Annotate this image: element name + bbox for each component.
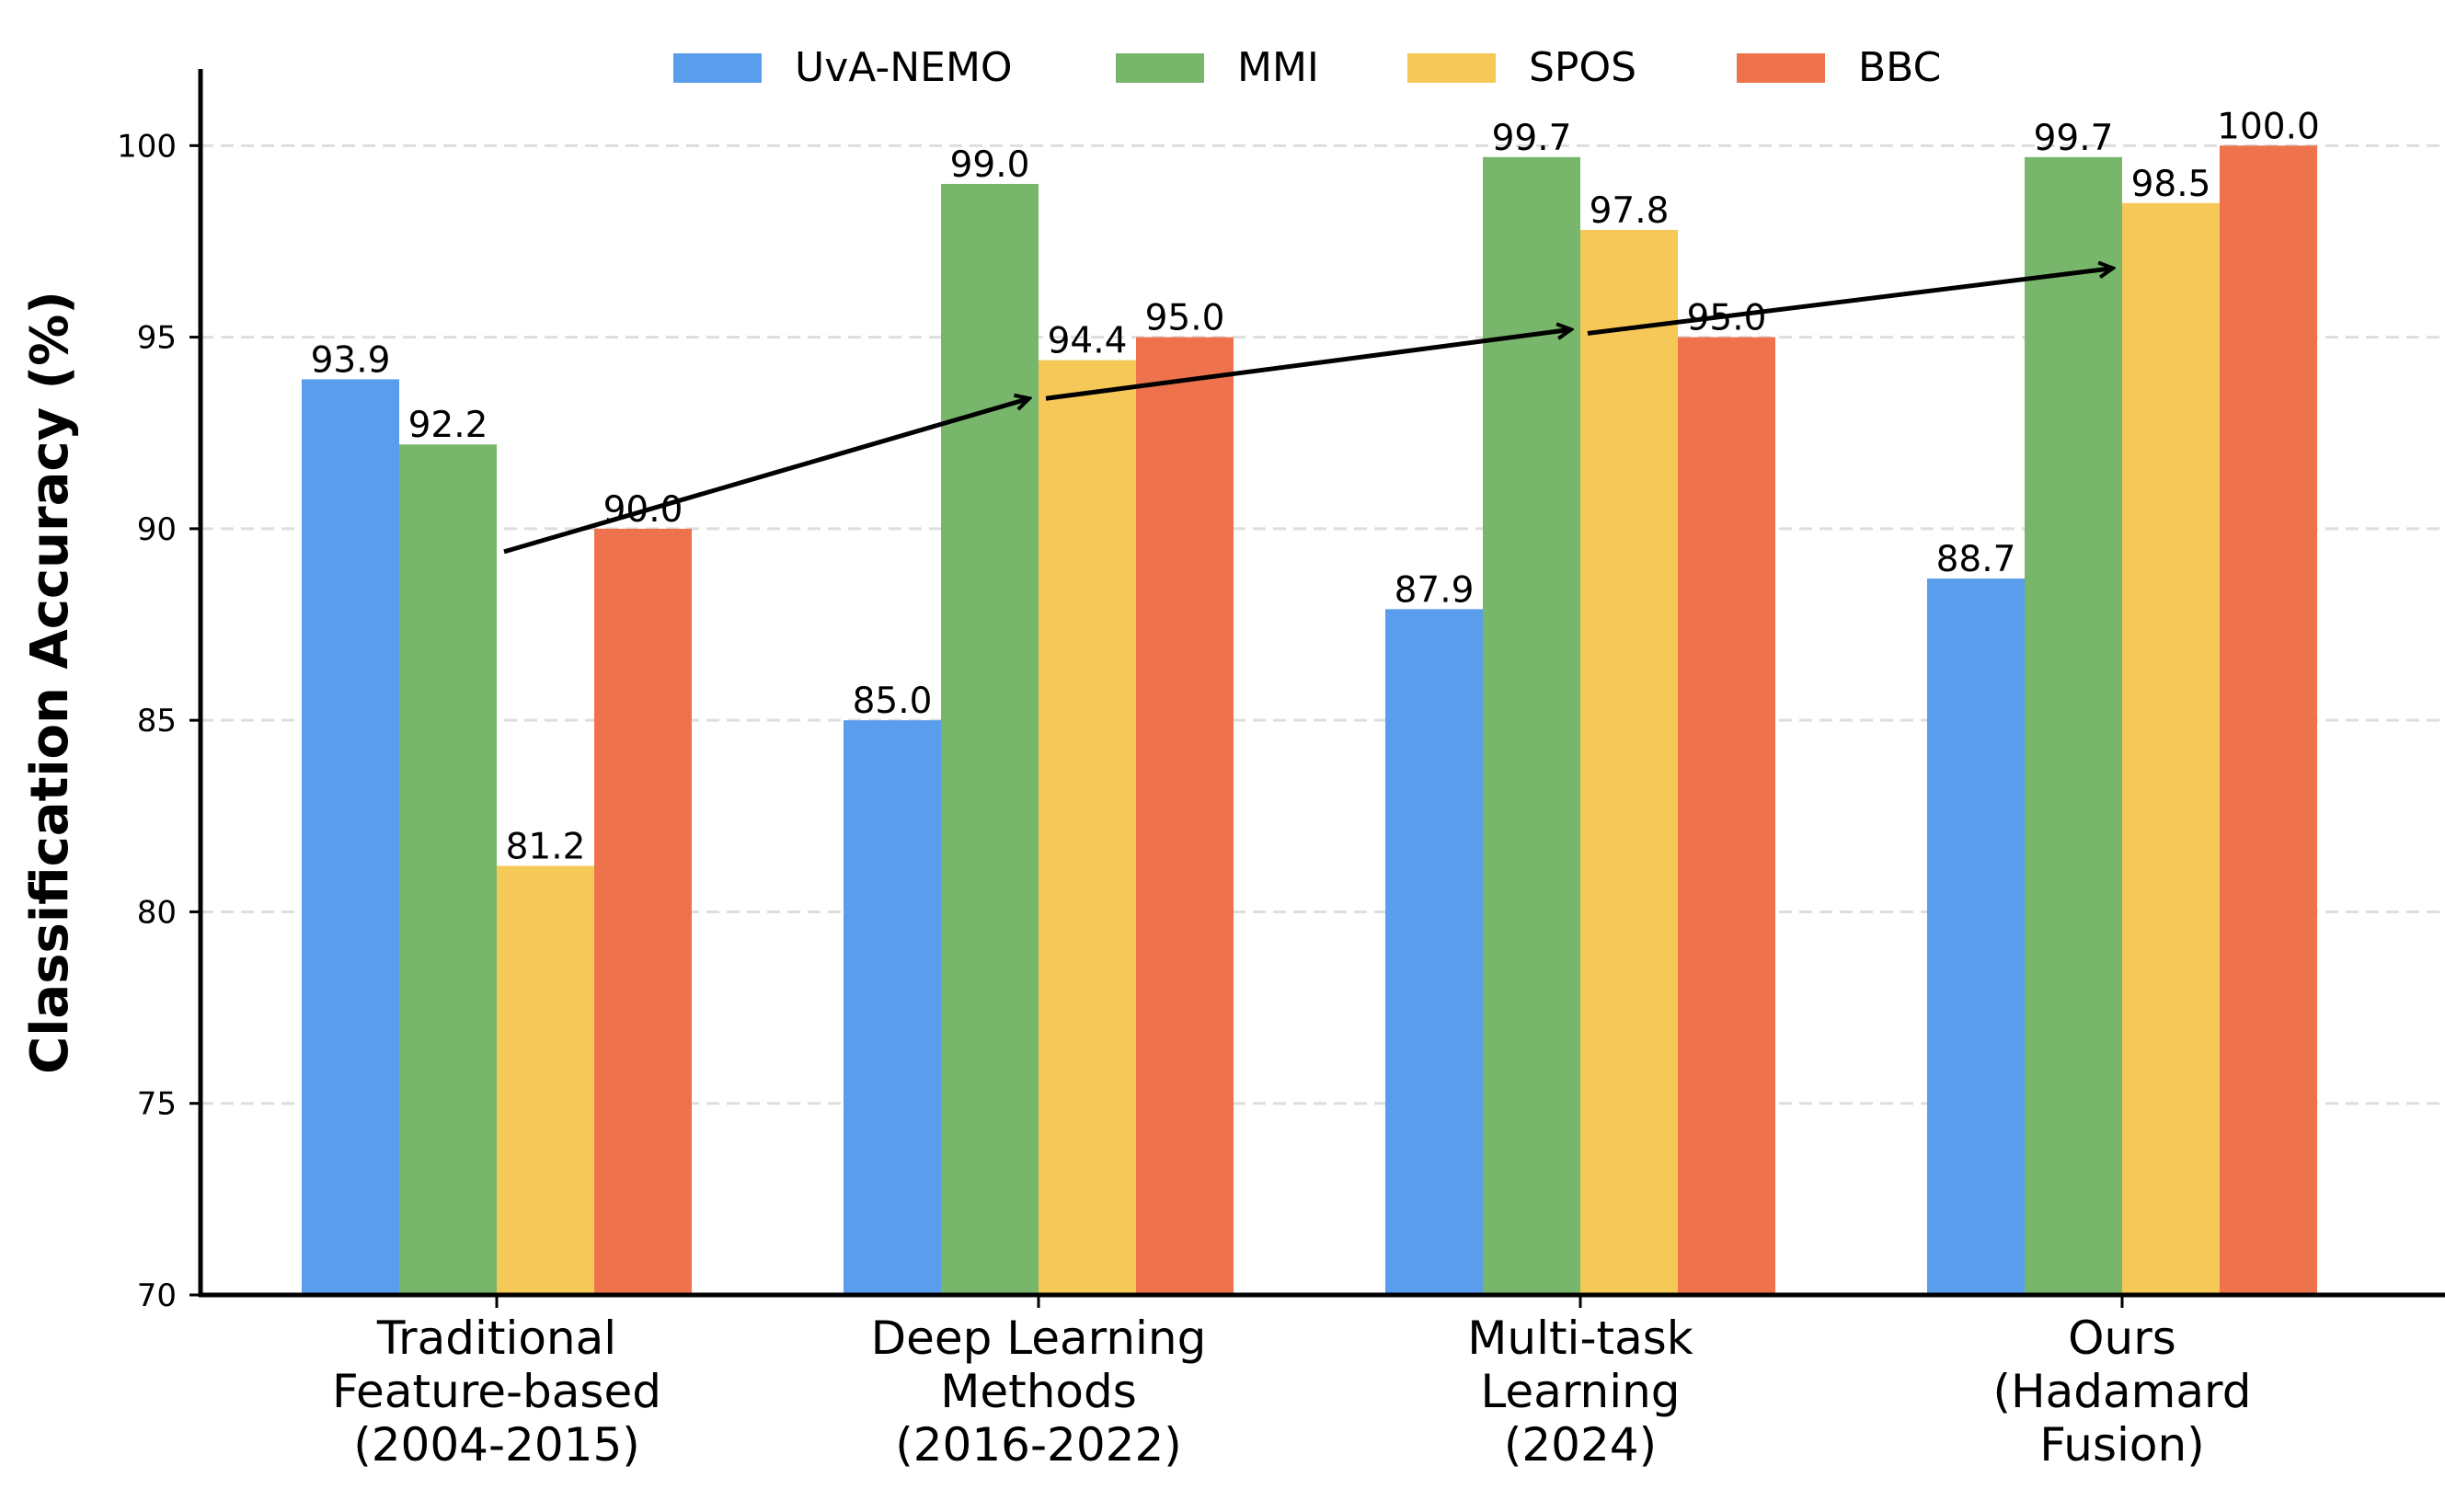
- bar-value-label: 85.0: [853, 681, 933, 722]
- y-tick-label: 95: [137, 320, 177, 357]
- trend-arrow: [1587, 269, 2113, 336]
- axes: 70 75 80 85 90 95 100 Traditional Feature-based(…: [117, 69, 2445, 1472]
- y-tick-label: 70: [137, 1277, 177, 1314]
- bar-bbc: [1136, 337, 1234, 1295]
- bar-value-label: 97.8: [1590, 190, 1670, 232]
- bar-uva-nemo: [1385, 609, 1483, 1295]
- legend-swatch: [1737, 53, 1825, 83]
- bar-value-label: 100.0: [2217, 106, 2320, 147]
- bar-uva-nemo: [1927, 578, 2025, 1295]
- legend-swatch: [1407, 53, 1496, 83]
- bar-value-label: 99.7: [1492, 118, 1572, 159]
- bar-mmi: [2025, 156, 2122, 1296]
- trend-arrow: [503, 398, 1029, 555]
- bar-spos: [1580, 229, 1678, 1295]
- bar-value-label: 98.5: [2131, 164, 2211, 205]
- y-axis-label: Classification Accuracy (%): [20, 291, 80, 1074]
- trend-arrows: [503, 269, 2113, 555]
- legend-label: BBC: [1858, 44, 1941, 91]
- x-category-label: Multi-task Learning (2024): [1467, 1312, 1693, 1472]
- bar-bbc: [2220, 145, 2317, 1295]
- bar-value-label: 87.9: [1395, 569, 1475, 611]
- x-category-label: Ours (Hadamard Fusion): [1993, 1312, 2252, 1472]
- legend-label: MMI: [1237, 44, 1319, 91]
- x-category-label: Traditional Feature-based (2004-2015): [332, 1312, 661, 1472]
- bar-spos: [497, 865, 594, 1295]
- bar-uva-nemo: [302, 379, 399, 1295]
- value-labels: 93.9 85.0 87.9 88.7 92.2 99.0 99.7 99.7 81.2 94.4…: [311, 106, 2320, 867]
- legend-swatch: [1116, 53, 1204, 83]
- y-tick-label: 90: [137, 511, 177, 548]
- legend-label: UvA-NEMO: [795, 44, 1013, 91]
- y-tick-label: 75: [137, 1086, 177, 1123]
- y-tick-label: 85: [137, 703, 177, 739]
- bar-spos: [1039, 360, 1136, 1295]
- bar-value-label: 95.0: [1145, 298, 1225, 339]
- bar-spos: [2122, 202, 2220, 1295]
- bars: [302, 145, 2317, 1296]
- legend-label: SPOS: [1529, 44, 1636, 91]
- legend: UvA-NEMO MMI SPOS BBC: [673, 44, 1941, 91]
- bar-value-label: 81.2: [506, 826, 586, 867]
- bar-bbc: [594, 528, 692, 1295]
- y-tick-label: 100: [117, 128, 177, 165]
- bar-value-label: 92.2: [408, 405, 488, 446]
- bar-bbc: [1678, 337, 1775, 1295]
- bar-mmi: [941, 183, 1039, 1295]
- y-tick-label: 80: [137, 894, 177, 931]
- bar-value-label: 93.9: [311, 339, 391, 381]
- x-category-label: Deep Learning Methods (2016-2022): [871, 1312, 1207, 1472]
- legend-swatch: [673, 53, 762, 83]
- bar-value-label: 99.7: [2034, 118, 2114, 159]
- bar-uva-nemo: [844, 720, 941, 1295]
- trend-arrow: [1045, 329, 1571, 401]
- bar-value-label: 88.7: [1936, 539, 2016, 580]
- bar-mmi: [399, 444, 497, 1295]
- bar-value-label: 99.0: [950, 144, 1030, 186]
- bar-value-label: 94.4: [1048, 321, 1128, 362]
- bar-mmi: [1483, 156, 1580, 1296]
